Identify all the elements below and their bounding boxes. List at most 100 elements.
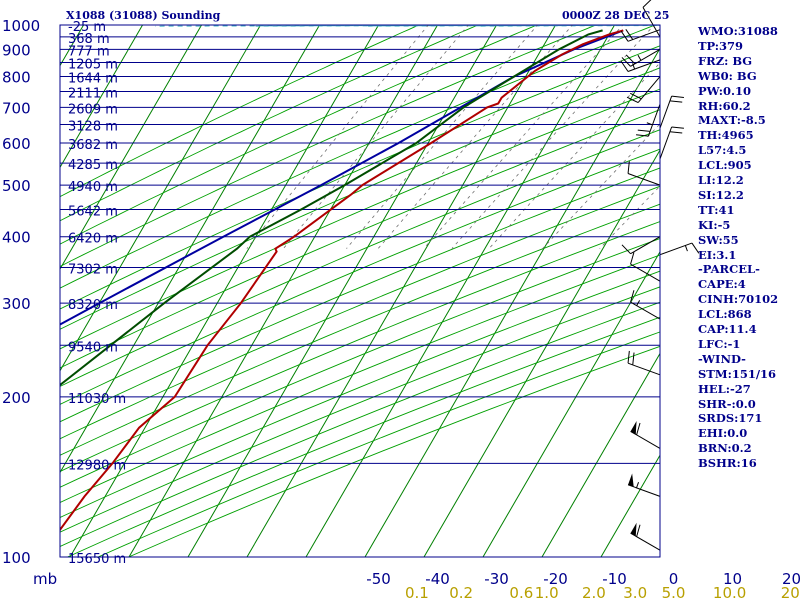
stability-index: PW:0.10: [698, 83, 752, 98]
sounding-profiles: [60, 29, 624, 532]
mixing-ratio-tick-label: 2.0: [582, 584, 606, 600]
wind-barb-staff: [630, 430, 661, 449]
pressure-tick-label: 200: [2, 389, 31, 407]
wind-barb-flag: [625, 29, 634, 40]
height-label: 5642 m: [68, 204, 118, 219]
isotherm-line: [364, 47, 660, 557]
wind-barb-half-flag: [636, 482, 640, 489]
wind-barb-flag: [636, 524, 641, 537]
isotherm-line: [246, 25, 557, 557]
mixing-ratio-tick-label: 20.0: [781, 584, 800, 600]
isotherm-line: [128, 25, 439, 557]
wind-barb-staff: [630, 48, 661, 67]
moist-adiabat-line: [477, 25, 660, 27]
wind-barb-pennant: [628, 473, 634, 487]
pressure-unit-label: mb: [33, 570, 57, 588]
temperature-tick-label: -20: [543, 570, 568, 588]
wind-barb-half-flag: [637, 54, 642, 61]
isotherm-line: [69, 25, 380, 557]
height-label: 8320 m: [68, 298, 118, 313]
plot-area: [60, 25, 660, 557]
isotherm-line: [482, 250, 660, 557]
wind-barb-flag: [669, 131, 683, 134]
wind-barb-staff: [637, 76, 661, 103]
stability-index: MAXT:-8.5: [698, 113, 766, 128]
wind-barb-flag: [636, 134, 649, 137]
wind-barb-staff: [627, 59, 661, 72]
wind-barb: [627, 161, 661, 186]
stability-index: CINH:70102: [698, 292, 779, 307]
wind-barb-flag: [621, 244, 631, 255]
background-grid: [60, 25, 660, 557]
dry-adiabat-line: [60, 148, 660, 405]
wind-barb-flag: [691, 242, 700, 254]
dry-adiabat-line: [60, 221, 660, 472]
mixing-ratio-tick-label: 5.0: [662, 584, 686, 600]
mixing-ratio-line: [599, 185, 660, 249]
temperature-tick-label: 20: [782, 570, 800, 588]
wind-barb-flag: [671, 126, 684, 129]
dry-adiabat-line: [60, 203, 660, 456]
chart-title: X1088 (31088) Sounding: [66, 9, 221, 22]
isotherm-line: [541, 352, 660, 557]
wind-barb-pennant: [630, 522, 637, 537]
dry-adiabat-line: [60, 45, 660, 310]
stability-index: LCL:905: [698, 158, 752, 173]
isotherm-line: [60, 25, 321, 474]
mixing-ratio-line: [423, 25, 624, 249]
wind-barb: [659, 242, 700, 256]
wind-barb-flag: [669, 100, 683, 103]
height-label: 3682 m: [68, 138, 118, 153]
wind-barb-flag: [642, 0, 652, 8]
wind-barb-flag: [625, 54, 636, 65]
dry-adiabat-line: [60, 238, 660, 488]
wind-barb-flag: [632, 352, 635, 365]
wind-barb: [630, 290, 661, 320]
stability-index: -PARCEL-: [698, 262, 760, 277]
wind-barb: [630, 421, 661, 449]
dry-adiabat-line: [60, 25, 657, 289]
dry-adiabat-line: [67, 316, 660, 557]
wind-barb: [620, 29, 661, 42]
temperature-tick-label: -30: [484, 570, 509, 588]
stability-index: TP:379: [698, 38, 744, 53]
wind-barb-flag: [630, 92, 642, 100]
stability-index: -WIND-: [698, 351, 746, 366]
temperature-trace: [60, 29, 624, 532]
parcel-trace: [60, 29, 624, 326]
height-label: 7302 m: [68, 263, 118, 278]
wind-barb-flag: [627, 350, 630, 364]
stability-index: LFC:-1: [698, 336, 741, 351]
dry-adiabat-line: [60, 25, 598, 267]
stability-index: FRZ: BG: [698, 53, 753, 68]
mixing-ratio-tick-label: 3.0: [623, 584, 647, 600]
height-label: 777 m: [68, 44, 110, 59]
wind-barb: [630, 522, 661, 551]
dry-adiabat-line: [60, 254, 660, 504]
mixing-ratio-tick-label: 0.1: [405, 584, 429, 600]
height-label: 368 m: [68, 32, 110, 47]
wind-barb-staff: [659, 242, 693, 256]
temperature-tick-label: -40: [425, 570, 450, 588]
pressure-tick-label: 700: [2, 99, 31, 117]
moist-adiabat-line: [255, 25, 660, 27]
mixing-ratio-line: [346, 25, 539, 249]
pressure-tick-label: 100: [2, 549, 31, 567]
wind-barbs: [620, 0, 700, 551]
moist-adiabat-line: [368, 25, 660, 27]
wind-barb: [630, 252, 661, 282]
dewpoint-trace: [60, 29, 603, 387]
dry-adiabat-line: [60, 25, 421, 198]
pressure-tick-label: 800: [2, 69, 31, 87]
stability-index: CAP:11.4: [698, 322, 757, 336]
height-label: 4940 m: [68, 180, 118, 195]
dry-adiabat-line: [60, 270, 660, 518]
wind-barb-flag: [671, 95, 684, 98]
wind-barb-flag: [620, 60, 629, 72]
wind-barb-flag: [636, 422, 641, 436]
wind-barb-staff: [627, 362, 661, 376]
mixing-ratio-line: [246, 25, 429, 249]
isotherm-line: [305, 25, 616, 557]
